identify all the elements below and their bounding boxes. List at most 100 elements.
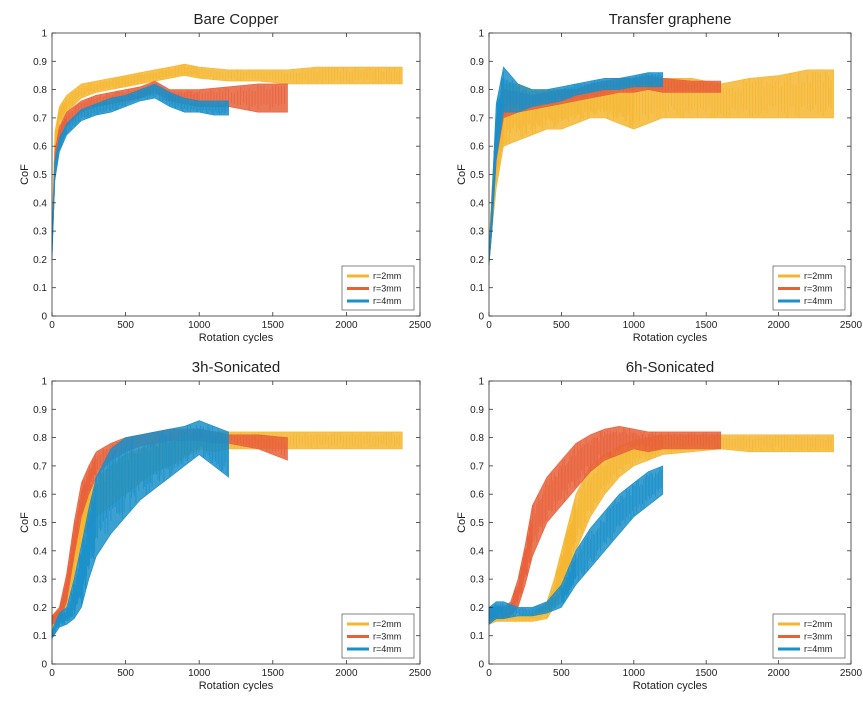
y-axis-label: CoF [19,164,31,185]
y-tick-label: 0.8 [33,85,47,96]
y-tick-label: 1 [478,29,484,40]
y-tick-label: 0.9 [33,57,47,68]
y-tick-label: 0.3 [33,227,47,238]
y-tick-label: 0.5 [33,518,47,529]
y-tick-label: 0.3 [470,575,484,586]
y-tick-label: 0.1 [470,631,484,642]
y-tick-label: 0.3 [470,227,484,238]
x-tick-label: 0 [486,320,492,331]
x-tick-label: 2000 [767,320,790,331]
legend-label-r4: r=4mm [373,644,401,654]
y-axis-label: CoF [456,512,468,533]
y-tick-label: 0.5 [470,518,484,529]
chart-title: 3h-Sonicated [192,359,280,376]
x-tick-label: 500 [553,668,570,679]
x-axis-label: Rotation cycles [199,332,274,344]
x-tick-label: 1000 [623,320,646,331]
y-tick-label: 0.7 [470,113,484,124]
legend-label-r3: r=3mm [373,284,401,294]
chart-panel-2: 0 0.1 0.2 0.3 0.4 0.5 0.6 0.7 0.8 0.9 1 0 500 1000 150… [456,11,863,344]
y-tick-label: 1 [478,377,484,388]
x-tick-label: 2500 [840,668,863,679]
y-tick-label: 0.2 [470,255,484,266]
x-tick-label: 500 [117,320,134,331]
legend-label-r2: r=2mm [804,619,832,629]
y-axis-label: CoF [19,512,31,533]
y-tick-label: 0 [478,660,484,671]
x-tick-label: 1500 [695,668,718,679]
x-tick-label: 500 [117,668,134,679]
y-tick-label: 0.6 [33,142,47,153]
legend: r=2mm r=3mm r=4mm [772,265,846,311]
legend: r=2mm r=3mm r=4mm [772,613,846,659]
chart-panel-1: 0 0.1 0.2 0.3 0.4 0.5 0.6 0.7 0.8 0.9 1 0 500 1000 150… [19,11,432,344]
y-tick-label: 0.3 [33,575,47,586]
y-tick-label: 0.9 [470,405,484,416]
x-axis-label: Rotation cycles [633,332,708,344]
legend-label-r3: r=3mm [373,632,401,642]
y-tick-label: 0.1 [33,283,47,294]
y-tick-label: 1 [41,29,47,40]
y-tick-label: 0.7 [33,461,47,472]
x-tick-label: 1500 [262,668,285,679]
chart-panel-3: 0 0.1 0.2 0.3 0.4 0.5 0.6 0.7 0.8 0.9 1 0 500 1000 150… [19,359,432,692]
y-tick-label: 0 [41,312,47,323]
x-tick-label: 500 [553,320,570,331]
series-band-r2 [51,63,403,246]
y-tick-label: 0.6 [470,490,484,501]
x-tick-label: 0 [49,668,55,679]
x-tick-label: 1000 [623,668,646,679]
legend-label-r4: r=4mm [804,644,832,654]
x-tick-label: 1500 [695,320,718,331]
y-axis-label: CoF [456,164,468,185]
y-tick-label: 0.6 [470,142,484,153]
x-tick-label: 1000 [188,668,211,679]
y-tick-label: 0.5 [33,170,47,181]
x-tick-label: 2500 [409,668,432,679]
chart-panel-4: 0 0.1 0.2 0.3 0.4 0.5 0.6 0.7 0.8 0.9 1 0 500 1000 150… [456,359,863,692]
y-tick-label: 0 [478,312,484,323]
x-tick-label: 1500 [262,320,285,331]
legend-label-r2: r=2mm [804,271,832,281]
y-tick-label: 0.7 [33,113,47,124]
legend-label-r4: r=4mm [373,296,401,306]
y-tick-label: 0.1 [470,283,484,294]
y-tick-label: 0.6 [33,490,47,501]
y-tick-label: 0.2 [33,255,47,266]
y-tick-label: 0.4 [33,546,47,557]
legend-label-r2: r=2mm [373,271,401,281]
x-tick-label: 2000 [335,320,358,331]
legend-label-r4: r=4mm [804,296,832,306]
x-tick-label: 2500 [409,320,432,331]
series-band-r3 [51,428,288,625]
x-tick-label: 2000 [767,668,790,679]
y-tick-label: 0.8 [33,433,47,444]
y-tick-label: 0.8 [470,85,484,96]
legend: r=2mm r=3mm r=4mm [341,265,415,311]
y-tick-label: 0.4 [33,198,47,209]
x-tick-label: 1000 [188,320,211,331]
y-tick-label: 0.5 [470,170,484,181]
y-tick-label: 0.9 [470,57,484,68]
x-axis-label: Rotation cycles [199,680,274,692]
y-tick-label: 0.7 [470,461,484,472]
y-tick-label: 0.4 [470,198,484,209]
x-tick-label: 2000 [335,668,358,679]
x-tick-label: 0 [49,320,55,331]
x-axis-label: Rotation cycles [633,680,708,692]
y-tick-label: 0.4 [470,546,484,557]
y-tick-label: 0 [41,660,47,671]
y-tick-label: 0.2 [33,603,47,614]
series-band-r4 [51,83,229,260]
legend-label-r3: r=3mm [804,284,832,294]
y-tick-label: 0.8 [470,433,484,444]
chart-title: Transfer graphene [609,11,732,28]
legend: r=2mm r=3mm r=4mm [341,613,415,659]
legend-label-r3: r=3mm [804,632,832,642]
x-tick-label: 2500 [840,320,863,331]
legend-label-r2: r=2mm [373,619,401,629]
y-tick-label: 0.2 [470,603,484,614]
y-tick-label: 0.1 [33,631,47,642]
y-tick-label: 1 [41,377,47,388]
